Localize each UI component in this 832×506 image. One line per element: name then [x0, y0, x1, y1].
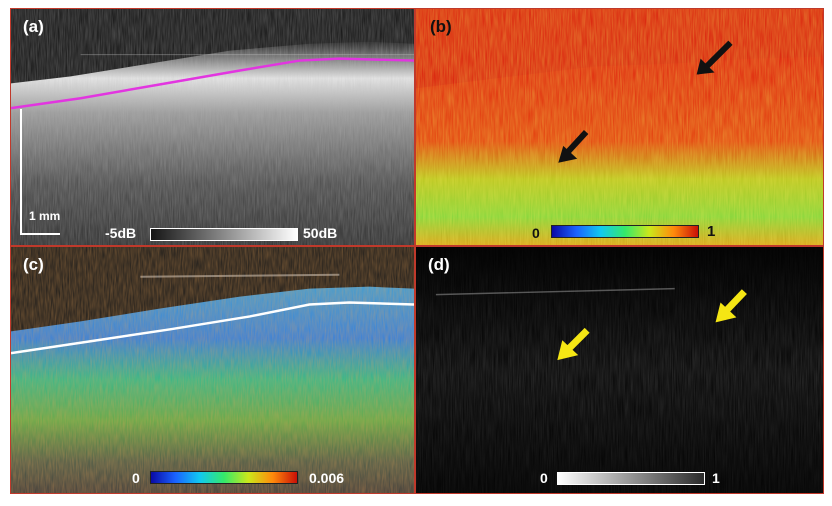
panel-d-image	[416, 247, 823, 493]
scale-bar-vertical	[20, 109, 22, 235]
colorbar-b-max: 1	[707, 223, 716, 240]
panel-b-label: (b)	[430, 17, 452, 36]
colorbar-b-min: 0	[532, 225, 540, 241]
surface-boundary-line	[11, 57, 414, 110]
panel-a-image	[11, 9, 414, 245]
arrow-icon	[557, 327, 590, 361]
panel-b-image	[416, 9, 823, 245]
panel-a-label: (a)	[23, 17, 44, 36]
arrow-icon	[696, 40, 733, 75]
panel-c-overlay-map: (c) 0 0.006	[10, 246, 415, 494]
panel-d-map: (d) 0 1	[415, 246, 824, 494]
scale-bar-horizontal	[20, 233, 60, 235]
panel-d-label: (d)	[428, 255, 450, 274]
colorbar-c-max: 0.006	[309, 470, 345, 486]
colorbar-d	[557, 472, 705, 485]
colorbar-b	[551, 225, 699, 238]
arrow-icon	[715, 289, 747, 323]
scale-bar-label: 1 mm	[29, 209, 61, 223]
panel-c-label: (c)	[23, 255, 44, 274]
colorbar-c	[150, 471, 298, 484]
colorbar-a-min: -5dB	[105, 225, 137, 241]
arrow-icon	[558, 129, 589, 163]
panel-b-parametric-map: (b) 0 1	[415, 8, 824, 246]
colorbar-c-min: 0	[132, 470, 140, 486]
panel-a-oct-intensity: (a) 1 mm -5dB 50dB	[10, 8, 415, 246]
panel-c-image	[11, 247, 414, 493]
colorbar-a	[150, 228, 298, 241]
colorbar-d-max: 1	[712, 470, 720, 486]
colorbar-a-max: 50dB	[303, 225, 338, 241]
surface-boundary-line	[11, 301, 414, 355]
colorbar-d-min: 0	[540, 470, 548, 486]
